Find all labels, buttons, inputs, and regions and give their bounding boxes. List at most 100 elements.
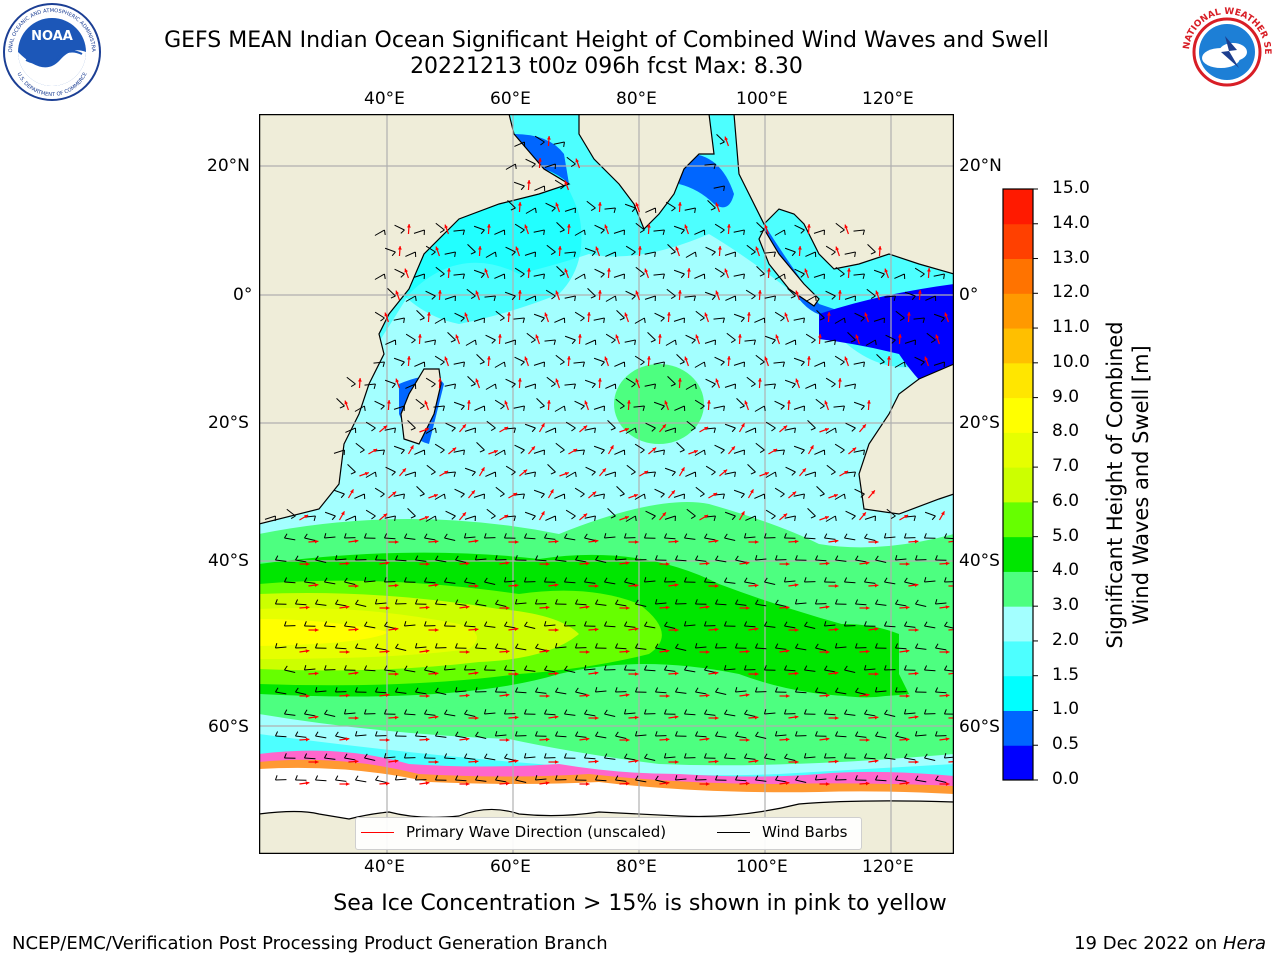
wave-direction-arrowhead — [794, 760, 799, 764]
wind-barb — [535, 691, 547, 694]
wind-barb-flag — [810, 515, 816, 519]
wind-barb-flag — [773, 251, 776, 257]
wind-barb-flag — [843, 317, 846, 324]
wind-barb-flag — [600, 361, 605, 367]
wind-barb-flag — [454, 251, 456, 258]
wind-barb-flag — [863, 665, 867, 671]
wind-barb — [875, 603, 887, 606]
wind-barb-flag — [664, 665, 668, 671]
wind-barb — [405, 295, 416, 302]
wind-barb-flag — [582, 361, 585, 367]
wind-barb-flag — [594, 643, 598, 649]
wave-direction-arrowhead — [750, 489, 754, 494]
wind-barb-flag — [814, 599, 818, 605]
wind-barb-flag — [654, 731, 658, 737]
wind-barb — [453, 401, 465, 407]
wind-barb-flag — [460, 317, 465, 322]
wave-direction-arrowhead — [935, 334, 940, 339]
wave-direction-arrowhead — [474, 627, 479, 632]
wave-direction-arrowhead — [754, 715, 759, 720]
wave-direction-arrowhead — [806, 356, 811, 360]
wind-barb-flag — [290, 515, 296, 519]
right-lat-label-20s: 20°S — [959, 413, 1000, 433]
wave-direction-arrowhead — [592, 491, 597, 496]
wind-barb-flag — [274, 775, 278, 781]
map-legend: Primary Wave Direction (unscaled) Wind B… — [355, 817, 862, 850]
wind-barb-flag — [414, 295, 417, 302]
wave-direction-arrowhead — [434, 583, 439, 587]
wind-barb — [434, 493, 445, 500]
wind-barb-flag — [662, 229, 665, 235]
wind-barb — [694, 273, 705, 279]
wave-direction-arrowhead — [745, 649, 750, 654]
wind-barb — [607, 507, 616, 517]
wind-barb-flag — [551, 207, 556, 212]
wind-barb — [616, 309, 625, 319]
wind-barb-flag — [740, 493, 745, 499]
wind-barb — [815, 647, 827, 651]
colorbar-segment — [1003, 571, 1033, 607]
wind-barb-flag — [394, 599, 398, 605]
wind-barb — [634, 493, 645, 500]
wind-barb — [455, 779, 467, 782]
wind-barb — [593, 405, 605, 410]
wind-barb-flag — [715, 599, 719, 605]
wind-barb-flag — [803, 709, 807, 715]
wave-direction-arrowhead — [314, 671, 319, 676]
wind-barb — [784, 379, 796, 385]
wind-barb — [604, 207, 616, 210]
wind-barb-flag — [795, 687, 799, 693]
wind-barb — [584, 581, 596, 584]
wave-direction-arrowhead — [425, 605, 430, 610]
wave-direction-arrowhead — [305, 649, 310, 653]
wave-direction-arrowhead — [764, 471, 769, 476]
wind-barb-flag — [695, 555, 699, 561]
wave-direction-arrowhead — [905, 694, 910, 698]
wind-barb — [667, 375, 676, 385]
wave-direction-arrowhead — [786, 400, 791, 404]
colorbar-tick-label: 0.0 — [1052, 769, 1080, 789]
wind-barb-flag — [583, 665, 587, 671]
wave-direction-arrowhead — [425, 649, 430, 653]
wind-barb — [393, 317, 405, 321]
wind-barb — [895, 603, 907, 607]
wind-barb-flag — [323, 665, 327, 671]
wave-direction-arrowhead — [474, 759, 479, 764]
wind-barb-flag — [522, 317, 525, 323]
wind-barb-flag — [443, 665, 447, 671]
wind-barb-flag — [895, 775, 899, 781]
wind-barb — [546, 376, 556, 385]
wind-barb-flag — [414, 599, 418, 605]
wind-barb — [484, 625, 496, 628]
wind-barb-flag — [814, 731, 818, 737]
wind-barb — [644, 383, 656, 387]
wind-barb-flag — [713, 163, 716, 169]
wind-barb — [605, 333, 616, 341]
wave-direction-arrowhead — [754, 627, 759, 631]
wind-barb-flag — [443, 621, 447, 627]
wind-barb-flag — [439, 229, 445, 233]
wind-barb — [404, 624, 416, 627]
wave-direction-arrowhead — [785, 781, 790, 785]
wind-barb-flag — [584, 577, 588, 583]
wind-barb-flag — [680, 229, 685, 235]
wind-barb — [554, 405, 565, 412]
wind-barb — [593, 493, 605, 497]
wave-direction-arrowhead — [514, 759, 519, 763]
wind-barb-flag — [463, 665, 467, 671]
wave-direction-arrowhead — [602, 468, 606, 473]
wind-barb — [746, 244, 756, 253]
wave-direction-arrowhead — [644, 268, 649, 273]
wind-barb — [705, 246, 716, 253]
wind-barb-flag — [755, 731, 759, 737]
wave-direction-arrowhead — [713, 493, 718, 497]
wave-direction-arrowhead — [314, 583, 319, 587]
wind-barb-flag — [451, 515, 456, 520]
wind-barb-flag — [324, 709, 328, 715]
wind-barb-flag — [503, 449, 506, 456]
left-lat-label-0: 0° — [233, 285, 253, 305]
wind-barb-flag — [454, 643, 458, 649]
wind-barb — [514, 444, 525, 451]
wind-barb — [625, 245, 636, 253]
wave-direction-arrowhead — [444, 224, 449, 229]
